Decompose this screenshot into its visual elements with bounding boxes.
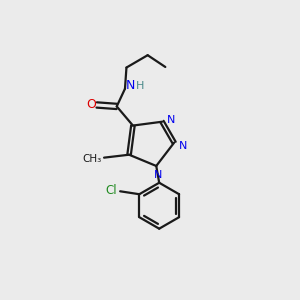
Text: H: H — [136, 81, 145, 92]
Text: Cl: Cl — [105, 184, 117, 197]
Text: N: N — [167, 115, 176, 125]
Text: N: N — [126, 79, 136, 92]
Text: O: O — [86, 98, 96, 111]
Text: N: N — [179, 141, 187, 151]
Text: N: N — [154, 170, 162, 180]
Text: CH₃: CH₃ — [82, 154, 102, 164]
